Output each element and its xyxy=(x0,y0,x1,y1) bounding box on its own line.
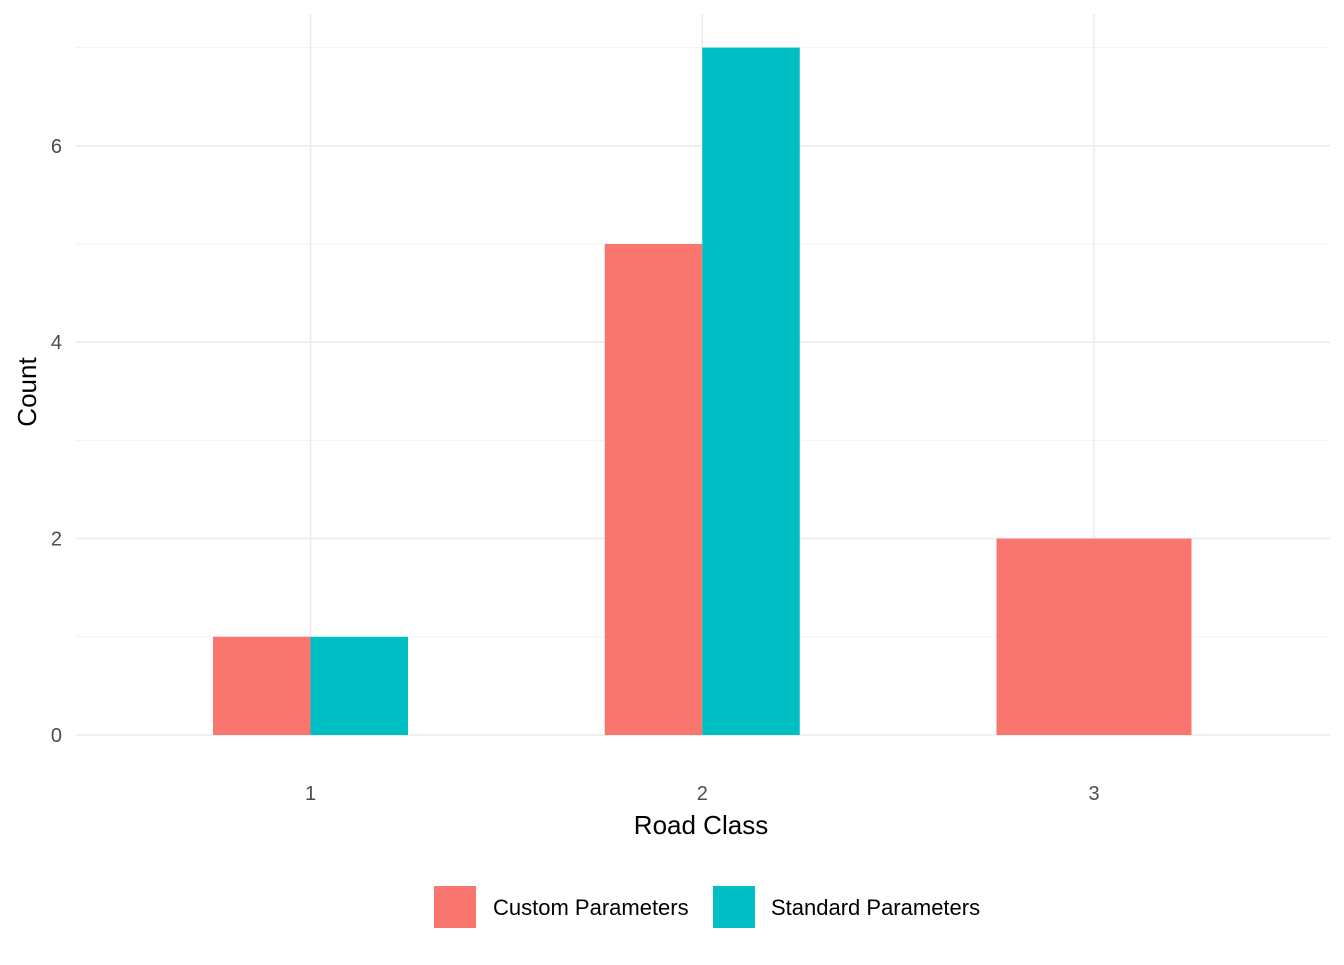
legend: Custom Parameters Standard Parameters xyxy=(434,886,980,928)
legend-key xyxy=(434,886,476,928)
legend-label: Standard Parameters xyxy=(771,895,980,920)
tick-labels: 0 2 4 6 1 2 3 xyxy=(51,136,1100,805)
y-tick-label: 2 xyxy=(51,529,62,551)
bar xyxy=(310,636,408,735)
y-tick-label: 6 xyxy=(51,136,62,158)
bars xyxy=(213,47,1192,736)
y-tick-label: 0 xyxy=(51,725,62,747)
bar xyxy=(996,538,1192,735)
x-tick-label: 2 xyxy=(697,783,708,805)
bar xyxy=(604,244,703,735)
x-axis-title: Road Class xyxy=(634,810,768,840)
bar xyxy=(702,47,800,736)
x-tick-label: 3 xyxy=(1088,783,1099,805)
bar xyxy=(213,636,311,735)
y-tick-label: 4 xyxy=(51,332,62,354)
x-tick-label: 1 xyxy=(305,783,316,805)
legend-key xyxy=(713,886,755,928)
legend-label: Custom Parameters xyxy=(493,895,689,920)
y-axis-title: Count xyxy=(12,357,42,427)
